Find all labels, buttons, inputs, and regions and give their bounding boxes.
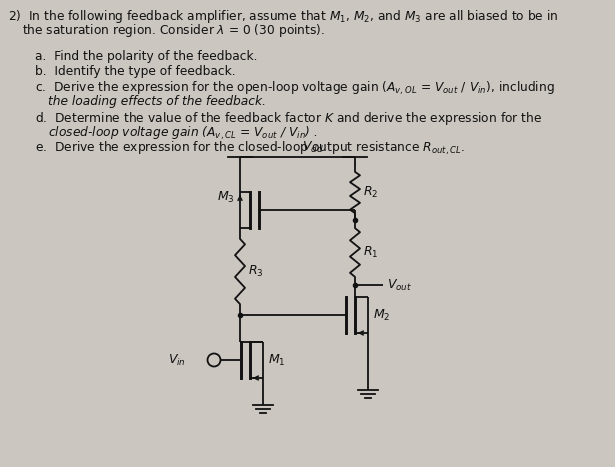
Text: b.  Identify the type of feedback.: b. Identify the type of feedback.: [35, 65, 236, 78]
Text: $V_{out}$: $V_{out}$: [387, 277, 412, 292]
Text: $R_2$: $R_2$: [363, 184, 378, 199]
Text: $M_3$: $M_3$: [217, 190, 235, 205]
Text: a.  Find the polarity of the feedback.: a. Find the polarity of the feedback.: [35, 50, 258, 63]
Text: the loading effects of the feedback.: the loading effects of the feedback.: [48, 95, 266, 108]
Text: $R_3$: $R_3$: [248, 263, 264, 278]
Text: $V_{in}$: $V_{in}$: [168, 353, 186, 368]
Text: d.  Determine the value of the feedback factor $K$ and derive the expression for: d. Determine the value of the feedback f…: [35, 110, 542, 127]
Text: e.  Derive the expression for the closed-loop output resistance $R_{out,CL}$.: e. Derive the expression for the closed-…: [35, 140, 465, 157]
Text: $R_1$: $R_1$: [363, 244, 378, 260]
Text: $M_2$: $M_2$: [373, 307, 391, 323]
Text: $M_1$: $M_1$: [268, 353, 285, 368]
Text: closed-loop voltage gain ($A_{v,CL}$ = $V_{out}$ / $V_{in}$) .: closed-loop voltage gain ($A_{v,CL}$ = $…: [48, 125, 318, 142]
Text: 2)  In the following feedback amplifier, assume that $M_1$, $M_2$, and $M_3$ are: 2) In the following feedback amplifier, …: [8, 8, 558, 25]
Text: $V_{dd}$: $V_{dd}$: [302, 140, 323, 155]
Text: c.  Derive the expression for the open-loop voltage gain ($A_{v,OL}$ = $V_{out}$: c. Derive the expression for the open-lo…: [35, 80, 555, 97]
Text: the saturation region. Consider $\lambda$ = 0 (30 points).: the saturation region. Consider $\lambda…: [22, 22, 325, 39]
